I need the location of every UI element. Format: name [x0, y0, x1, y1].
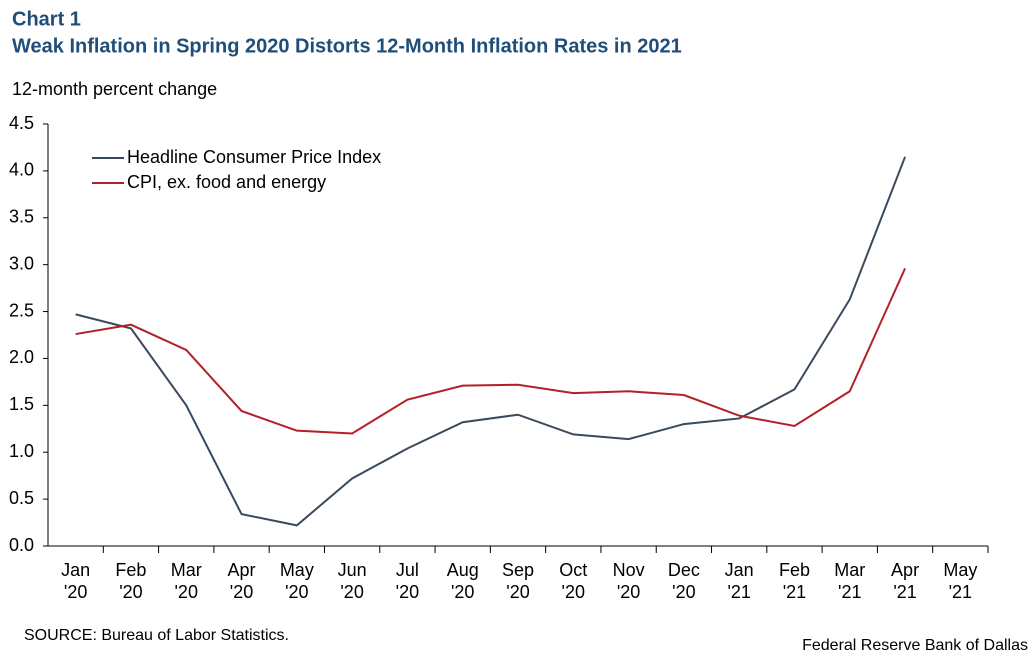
x-tick-label: '20	[451, 582, 474, 602]
x-tick-label: '21	[838, 582, 861, 602]
x-tick-label: '20	[340, 582, 363, 602]
y-tick-label: 0.5	[9, 488, 34, 508]
x-tick-label: Aug	[447, 560, 479, 580]
x-tick-label: '20	[396, 582, 419, 602]
x-tick-label: Apr	[228, 560, 256, 580]
x-tick-label: Feb	[115, 560, 146, 580]
x-tick-label: Feb	[779, 560, 810, 580]
y-tick-label: 4.5	[9, 113, 34, 133]
x-tick-label: '20	[285, 582, 308, 602]
line	[75, 156, 906, 527]
y-tick-label: 1.5	[9, 394, 34, 414]
y-tick-label: 2.0	[9, 347, 34, 367]
x-tick-label: Dec	[668, 560, 700, 580]
x-tick-label: '21	[893, 582, 916, 602]
x-tick-label: Jan	[61, 560, 90, 580]
x-tick-label: Oct	[559, 560, 587, 580]
x-tick-label: '20	[230, 582, 253, 602]
credit: Federal Reserve Bank of Dallas	[802, 637, 1028, 654]
y-tick-label: 4.0	[9, 160, 34, 180]
source: SOURCE: Bureau of Labor Statistics.	[24, 627, 289, 644]
y-tick-label: 1.0	[9, 441, 34, 461]
x-tick-label: '20	[119, 582, 142, 602]
x-tick-label: Jan	[725, 560, 754, 580]
y-tick-label: 3.5	[9, 207, 34, 227]
y-tick-label: 3.0	[9, 253, 34, 273]
x-tick-label: '21	[727, 582, 750, 602]
chart-label: Chart 1	[12, 8, 81, 30]
x-tick-label: '20	[506, 582, 529, 602]
x-tick-label: Sep	[502, 560, 534, 580]
x-tick-label: Apr	[891, 560, 919, 580]
x-tick-label: Jun	[338, 560, 367, 580]
x-tick-label: '20	[562, 582, 585, 602]
x-tick-label: May	[943, 560, 977, 580]
chart-title: Weak Inflation in Spring 2020 Distorts 1…	[12, 35, 682, 57]
legend-label: Headline Consumer Price Index	[127, 147, 381, 167]
x-tick-label: '21	[783, 582, 806, 602]
y-axis-label: 12-month percent change	[12, 79, 217, 99]
x-tick-label: '20	[175, 582, 198, 602]
x-tick-label: '20	[672, 582, 695, 602]
x-tick-label: '21	[949, 582, 972, 602]
x-tick-label: Nov	[613, 560, 645, 580]
x-tick-label: Mar	[171, 560, 202, 580]
x-tick-label: '20	[64, 582, 87, 602]
y-tick-label: 2.5	[9, 300, 34, 320]
x-tick-label: May	[280, 560, 314, 580]
x-tick-label: '20	[617, 582, 640, 602]
x-tick-label: Jul	[396, 560, 419, 580]
x-tick-label: Mar	[834, 560, 865, 580]
legend-label: CPI, ex. food and energy	[127, 172, 326, 192]
line	[75, 268, 906, 435]
y-tick-label: 0.0	[9, 535, 34, 555]
